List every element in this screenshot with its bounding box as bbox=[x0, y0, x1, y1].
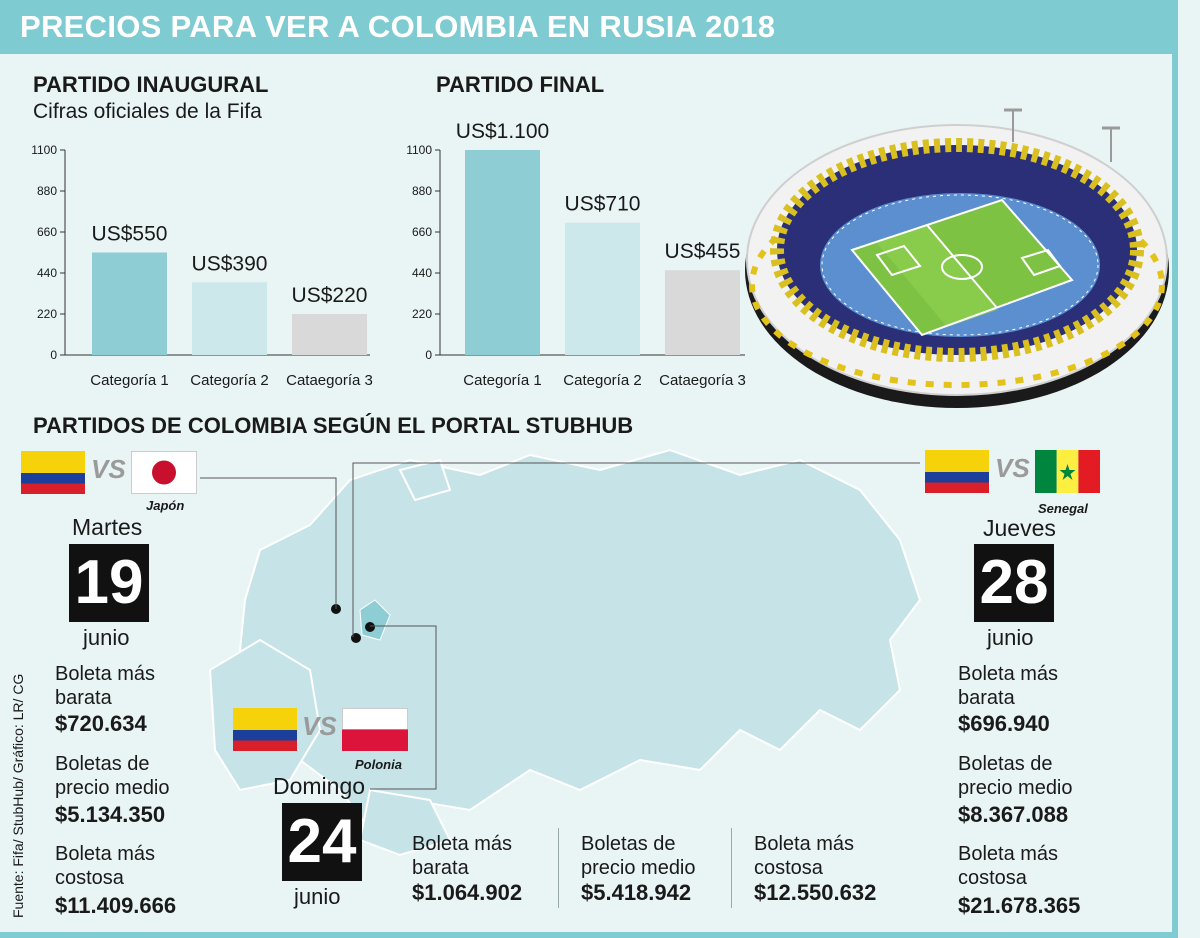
right-border bbox=[1172, 0, 1178, 938]
price-value: $1.064.902 bbox=[412, 880, 523, 905]
category-label: Cataegoría 3 bbox=[659, 372, 746, 389]
bar bbox=[92, 252, 167, 355]
day-name: Jueves bbox=[983, 515, 1056, 541]
page-title: PRECIOS PARA VER A COLOMBIA EN RUSIA 201… bbox=[20, 9, 776, 44]
price-value: $5.418.942 bbox=[581, 880, 692, 905]
colombia-flag-icon bbox=[21, 451, 85, 494]
price-label: Boleta más barata bbox=[412, 833, 513, 879]
opponent-name: Japón bbox=[146, 498, 185, 513]
price-value: $12.550.632 bbox=[754, 880, 877, 905]
y-tick-label: 1100 bbox=[406, 143, 432, 157]
stadium-illustration bbox=[745, 108, 1169, 408]
price-label: Boleta más costosa bbox=[958, 843, 1059, 889]
price-label: Boleta más barata bbox=[958, 663, 1059, 709]
price-label: Boleta más costosa bbox=[754, 833, 855, 879]
bottom-border bbox=[0, 932, 1178, 938]
vs-icon: VS bbox=[995, 453, 1030, 483]
vs-icon: VS bbox=[91, 454, 126, 484]
inaugural-bar-chart: 0 220 440 660 880 1100 US$550 Categoría 1 US$390… bbox=[31, 143, 373, 389]
bar bbox=[292, 314, 367, 355]
inaugural-subheading: Cifras oficiales de la Fifa bbox=[33, 100, 262, 123]
y-tick-label: 440 bbox=[37, 266, 57, 280]
price-value: $11.409.666 bbox=[55, 893, 177, 918]
day-number: 28 bbox=[974, 544, 1054, 622]
day-number: 19 bbox=[69, 544, 149, 622]
bar bbox=[665, 270, 740, 355]
bar bbox=[565, 222, 640, 355]
colombia-flag-icon bbox=[233, 708, 297, 751]
y-tick-label: 660 bbox=[412, 225, 432, 239]
opponent-name: Senegal bbox=[1038, 501, 1088, 516]
final-heading: PARTIDO FINAL bbox=[436, 72, 605, 97]
poland-flag-icon bbox=[342, 708, 408, 751]
y-tick-label: 220 bbox=[37, 307, 57, 321]
vs-icon: VS bbox=[302, 711, 337, 741]
opponent-name: Polonia bbox=[355, 757, 402, 772]
month: junio bbox=[83, 625, 130, 650]
price-label: Boleta más barata bbox=[55, 663, 156, 709]
y-tick-label: 880 bbox=[37, 184, 57, 198]
source-credit: Fuente: Fifa/ StubHub/ Gráfico: LR/ CG bbox=[10, 673, 26, 918]
inaugural-heading: PARTIDO INAUGURAL bbox=[33, 72, 269, 97]
bar bbox=[465, 150, 540, 355]
y-tick-label: 660 bbox=[37, 225, 57, 239]
stubhub-heading: PARTIDOS DE COLOMBIA SEGÚN EL PORTAL STU… bbox=[33, 413, 634, 438]
title-banner: PRECIOS PARA VER A COLOMBIA EN RUSIA 201… bbox=[0, 0, 1172, 54]
category-label: Categoría 2 bbox=[190, 372, 268, 389]
y-tick-label: 220 bbox=[412, 307, 432, 321]
price-label: Boletas de precio medio bbox=[958, 753, 1073, 799]
category-label: Categoría 2 bbox=[563, 372, 641, 389]
divider bbox=[558, 828, 559, 908]
senegal-flag-icon bbox=[1035, 450, 1100, 493]
day-name: Domingo bbox=[273, 773, 366, 799]
japan-flag-icon bbox=[131, 451, 197, 494]
bar bbox=[192, 282, 267, 355]
price-value: $5.134.350 bbox=[55, 802, 166, 827]
month: junio bbox=[987, 625, 1034, 650]
price-value: $720.634 bbox=[55, 711, 147, 736]
y-tick-label: 1100 bbox=[31, 143, 57, 157]
y-tick-label: 0 bbox=[425, 348, 432, 362]
price-label: Boleta más costosa bbox=[55, 843, 156, 889]
price-label: Boletas de precio medio bbox=[55, 753, 170, 799]
price-value: $8.367.088 bbox=[958, 802, 1069, 827]
data-label: US$220 bbox=[292, 284, 368, 307]
price-label: Boletas de precio medio bbox=[581, 833, 696, 879]
divider bbox=[731, 828, 732, 908]
colombia-flag-icon bbox=[925, 450, 989, 493]
final-bar-chart: 0 220 440 660 880 1100 US$1.100 Categoría 1 US$7… bbox=[406, 120, 746, 389]
category-label: Categoría 1 bbox=[90, 372, 168, 389]
price-value: $21.678.365 bbox=[958, 893, 1081, 918]
y-tick-label: 0 bbox=[50, 348, 57, 362]
price-value: $696.940 bbox=[958, 711, 1050, 736]
y-tick-label: 440 bbox=[412, 266, 432, 280]
day-name: Martes bbox=[72, 514, 143, 540]
data-label: US$710 bbox=[565, 193, 641, 216]
data-label: US$1.100 bbox=[456, 120, 549, 143]
data-label: US$455 bbox=[665, 240, 741, 263]
category-label: Categoría 1 bbox=[463, 372, 541, 389]
day-number: 24 bbox=[282, 803, 362, 881]
y-tick-label: 880 bbox=[412, 184, 432, 198]
data-label: US$550 bbox=[92, 223, 168, 246]
data-label: US$390 bbox=[192, 252, 268, 275]
category-label: Cataegoría 3 bbox=[286, 372, 373, 389]
month: junio bbox=[294, 884, 341, 909]
